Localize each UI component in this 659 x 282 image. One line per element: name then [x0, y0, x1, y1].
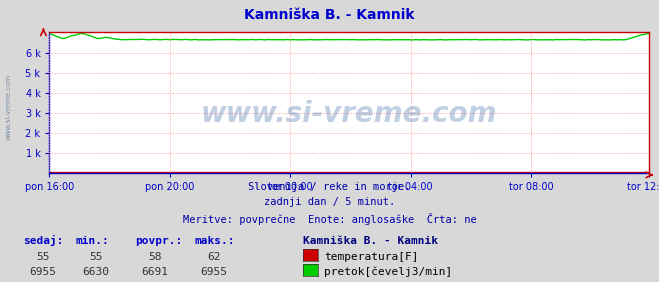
Text: Kamniška B. - Kamnik: Kamniška B. - Kamnik [303, 236, 438, 246]
Text: 6630: 6630 [82, 267, 109, 277]
Text: sedaj:: sedaj: [23, 235, 63, 246]
Text: temperatura[F]: temperatura[F] [324, 252, 418, 262]
Text: 6955: 6955 [201, 267, 227, 277]
Text: 55: 55 [89, 252, 102, 262]
Text: 58: 58 [148, 252, 161, 262]
Text: 62: 62 [208, 252, 221, 262]
Text: 55: 55 [36, 252, 49, 262]
Text: www.si-vreme.com: www.si-vreme.com [5, 74, 11, 140]
Text: Slovenija / reke in morje.: Slovenija / reke in morje. [248, 182, 411, 192]
Text: maks.:: maks.: [194, 236, 235, 246]
Text: Kamniška B. - Kamnik: Kamniška B. - Kamnik [244, 8, 415, 23]
Text: 6691: 6691 [142, 267, 168, 277]
Text: min.:: min.: [76, 236, 109, 246]
Text: povpr.:: povpr.: [135, 236, 183, 246]
Text: 6955: 6955 [30, 267, 56, 277]
Text: Meritve: povprečne  Enote: anglosaške  Črta: ne: Meritve: povprečne Enote: anglosaške Črt… [183, 213, 476, 225]
Text: zadnji dan / 5 minut.: zadnji dan / 5 minut. [264, 197, 395, 207]
Text: pretok[čevelj3/min]: pretok[čevelj3/min] [324, 266, 453, 277]
Text: www.si-vreme.com: www.si-vreme.com [201, 100, 498, 128]
